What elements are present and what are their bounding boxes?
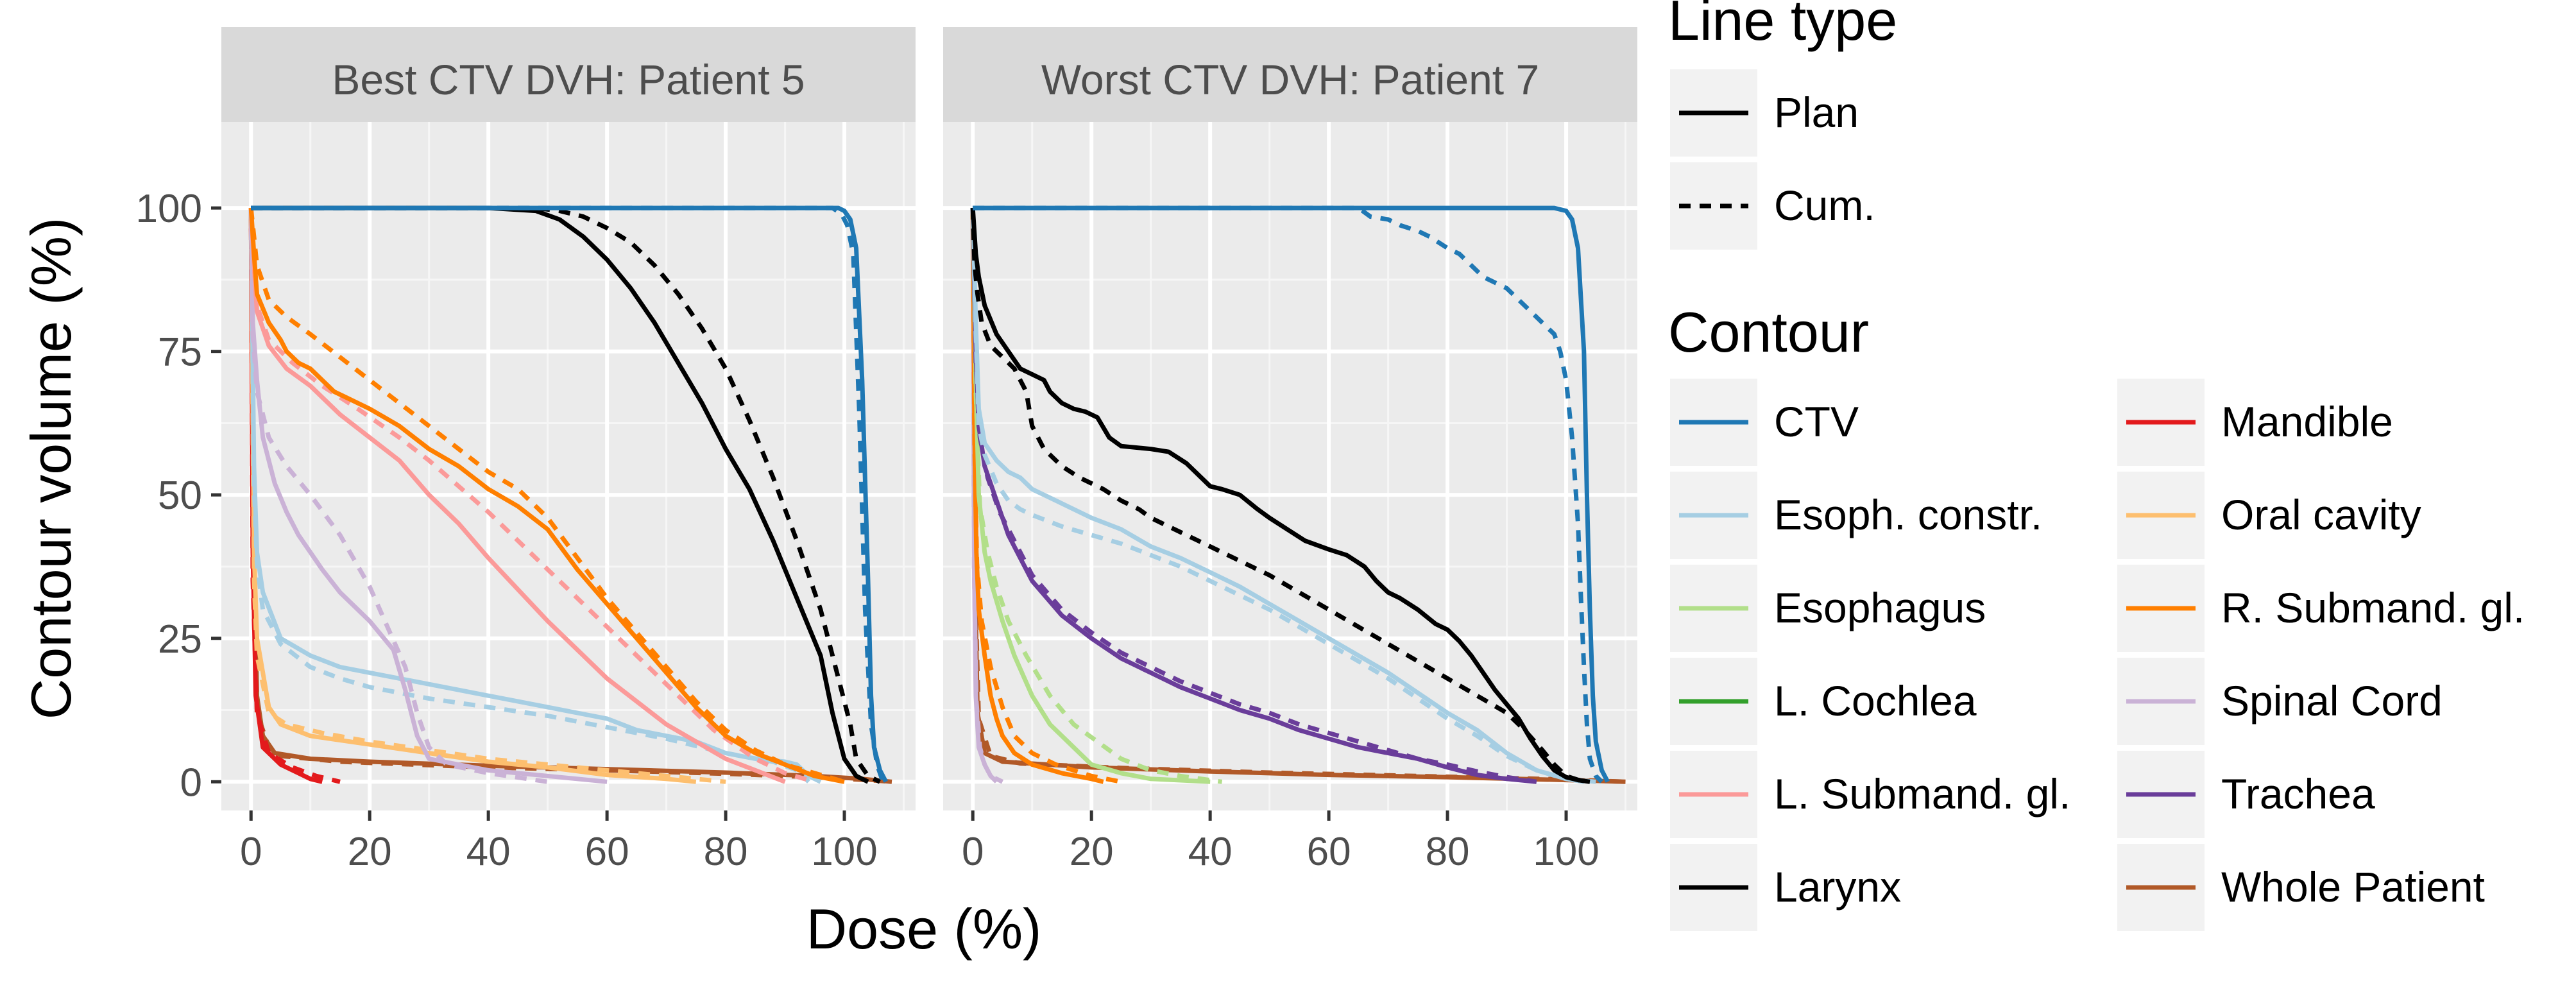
legend-linetype-entry: Cum. (1670, 162, 1875, 250)
y-tick-label: 50 (158, 474, 202, 518)
legend-contour-entry: L. Submand. gl. (1670, 751, 2070, 838)
legend-label: Cum. (1774, 182, 1875, 229)
legend-label: L. Submand. gl. (1774, 770, 2070, 818)
legend-layer: Line type Plan Cum. Contour CTV Esoph. constr… (1668, 0, 2525, 931)
series-larynx-cum (970, 207, 1585, 784)
facet-title: Best CTV DVH: Patient 5 (332, 56, 805, 103)
legend-label: Plan (1774, 89, 1859, 136)
series-spinal-cord-cum (970, 208, 1004, 784)
series-trachea-cum (970, 208, 1537, 784)
legend-label: Oral cavity (2221, 491, 2421, 538)
y-tick-label: 75 (158, 330, 202, 375)
series-esophagus-plan (970, 208, 1211, 784)
series-l-submand-gl-cum (248, 207, 815, 784)
series-ctv-plan (973, 205, 1610, 783)
x-tick-label: 40 (1188, 830, 1233, 874)
facet-strip (943, 27, 1637, 122)
legend-contour-entry: Esoph. constr. (1670, 472, 2042, 559)
panel-background (221, 122, 916, 810)
series-oral-cavity-plan (248, 208, 697, 784)
y-tick-label: 25 (158, 617, 202, 662)
series-spinal-cord-plan (248, 208, 608, 784)
legend-contour-entry: Whole Patient (2117, 844, 2485, 931)
legend-contour-entry: CTV (1670, 379, 1859, 466)
series-r-submand-gl-cum (970, 208, 1122, 784)
x-tick-label: 0 (240, 830, 262, 874)
legend-label: L. Cochlea (1774, 677, 1977, 724)
x-tick-label: 80 (704, 830, 748, 874)
legend-label: R. Submand. gl. (2221, 584, 2525, 631)
legend-label: Whole Patient (2221, 863, 2485, 911)
legend-label: Esoph. constr. (1774, 491, 2042, 538)
legend-linetype-title: Line type (1668, 0, 1897, 52)
x-tick-label: 40 (466, 830, 511, 874)
facet-strip (221, 27, 916, 122)
legend-contour-entry: Mandible (2117, 379, 2393, 466)
panel-background (943, 122, 1637, 810)
legend-linetype-entry: Plan (1670, 69, 1859, 157)
y-axis-title: Contour volume (%) (19, 218, 83, 720)
x-tick-label: 80 (1426, 830, 1470, 874)
x-tick-label: 20 (1070, 830, 1114, 874)
legend-contour-entry: Larynx (1670, 844, 1901, 931)
legend-label: Esophagus (1774, 584, 1986, 631)
x-tick-label: 20 (348, 830, 392, 874)
series-lines (248, 205, 892, 784)
panel-2: Worst CTV DVH: Patient 7 0 20 40 60 80 100 (943, 27, 1637, 874)
series-larynx-plan (970, 207, 1591, 784)
facet-title: Worst CTV DVH: Patient 7 (1041, 56, 1539, 103)
series-spinal-cord-cum (248, 208, 549, 784)
x-tick-label: 100 (1533, 830, 1599, 874)
series-lines (970, 205, 1626, 784)
y-tick-label: 100 (136, 187, 202, 231)
x-axis-title: Dose (%) (806, 897, 1042, 961)
series-larynx-plan (251, 205, 869, 784)
series-esoph-constr-cum (248, 208, 810, 784)
legend-contour-entry: Trachea (2117, 751, 2375, 838)
series-r-submand-gl-plan (970, 208, 1104, 784)
legend-label: CTV (1774, 398, 1859, 445)
x-tick-label: 100 (811, 830, 877, 874)
series-ctv-cum (973, 205, 1603, 784)
legend-label: Spinal Cord (2221, 677, 2443, 724)
x-tick-label: 60 (1307, 830, 1351, 874)
series-oral-cavity-cum (248, 208, 726, 784)
x-tick-label: 0 (962, 830, 984, 874)
series-esoph-constr-plan (970, 208, 1585, 784)
legend-contour-entry: Spinal Cord (2117, 658, 2443, 745)
series-r-submand-gl-cum (248, 207, 845, 784)
y-tick-label: 0 (180, 760, 202, 805)
legend-contour-entry: Esophagus (1670, 565, 1986, 652)
legend-label: Mandible (2221, 398, 2393, 445)
legend-contour-entry: L. Cochlea (1670, 658, 1977, 745)
legend-contour-entry: Oral cavity (2117, 472, 2421, 559)
series-larynx-cum (251, 205, 882, 784)
panels-layer: Best CTV DVH: Patient 5 0 20 40 60 80 100 0 25 50… (136, 27, 1637, 874)
legend-contour-entry: R. Submand. gl. (2117, 565, 2525, 652)
series-r-submand-gl-plan (248, 207, 845, 784)
panel-1: Best CTV DVH: Patient 5 0 20 40 60 80 100 0 25 50… (136, 27, 916, 874)
series-esophagus-cum (970, 208, 1223, 784)
x-tick-label: 60 (585, 830, 629, 874)
legend-label: Larynx (1774, 863, 1901, 911)
series-esoph-constr-cum (970, 208, 1596, 784)
legend-contour-title: Contour (1668, 300, 1869, 364)
legend-label: Trachea (2221, 770, 2375, 818)
